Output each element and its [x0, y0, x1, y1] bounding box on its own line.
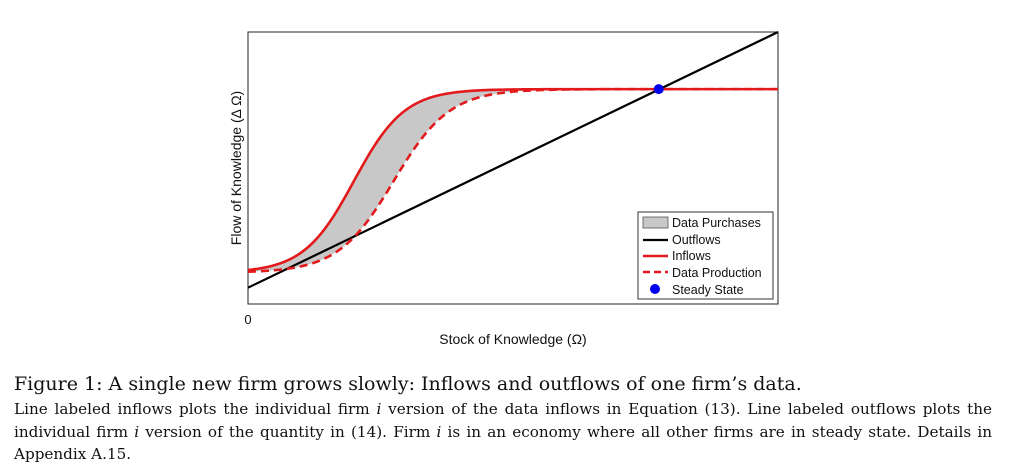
caption-var-2: i — [134, 422, 140, 441]
figure-chart: 0 Stock of Knowledge (Ω) Flow of Knowled… — [228, 31, 779, 347]
caption-text-4: is in an economy where all other firms a… — [14, 422, 992, 464]
legend: Data Purchases Outflows Inflows Data Pro… — [637, 211, 774, 300]
x-axis-label: Stock of Knowledge (Ω) — [439, 331, 586, 347]
legend-label-data-production: Data Production — [672, 266, 762, 280]
figure-caption-title: Figure 1: A single new firm grows slowly… — [14, 373, 802, 395]
legend-label-outflows: Outflows — [672, 233, 721, 247]
legend-label-steady-state: Steady State — [672, 283, 744, 297]
caption-text-1: Line labeled inflows plots the individua… — [14, 400, 377, 418]
legend-swatch-steady-state — [650, 284, 660, 294]
x-tick-label-0: 0 — [244, 312, 251, 327]
caption-text-2: version of the data inflows in Equation … — [14, 400, 992, 441]
legend-label-data-purchases: Data Purchases — [672, 216, 761, 230]
legend-swatch-data-purchases — [642, 216, 669, 229]
caption-var-1: i — [376, 400, 382, 418]
plot-area — [247, 31, 779, 305]
caption-text-3: version of the quantity in (14). Firm — [139, 422, 437, 441]
outflows-line — [247, 31, 779, 289]
figure-caption-body: Line labeled inflows plots the individua… — [14, 398, 992, 466]
inflows-line — [247, 87, 778, 272]
steady-state-point — [653, 84, 664, 95]
y-axis-label: Flow of Knowledge (Δ Ω) — [228, 91, 244, 245]
legend-label-inflows: Inflows — [672, 249, 711, 263]
caption-var-3: i — [436, 422, 442, 441]
data-production-line — [247, 87, 778, 274]
